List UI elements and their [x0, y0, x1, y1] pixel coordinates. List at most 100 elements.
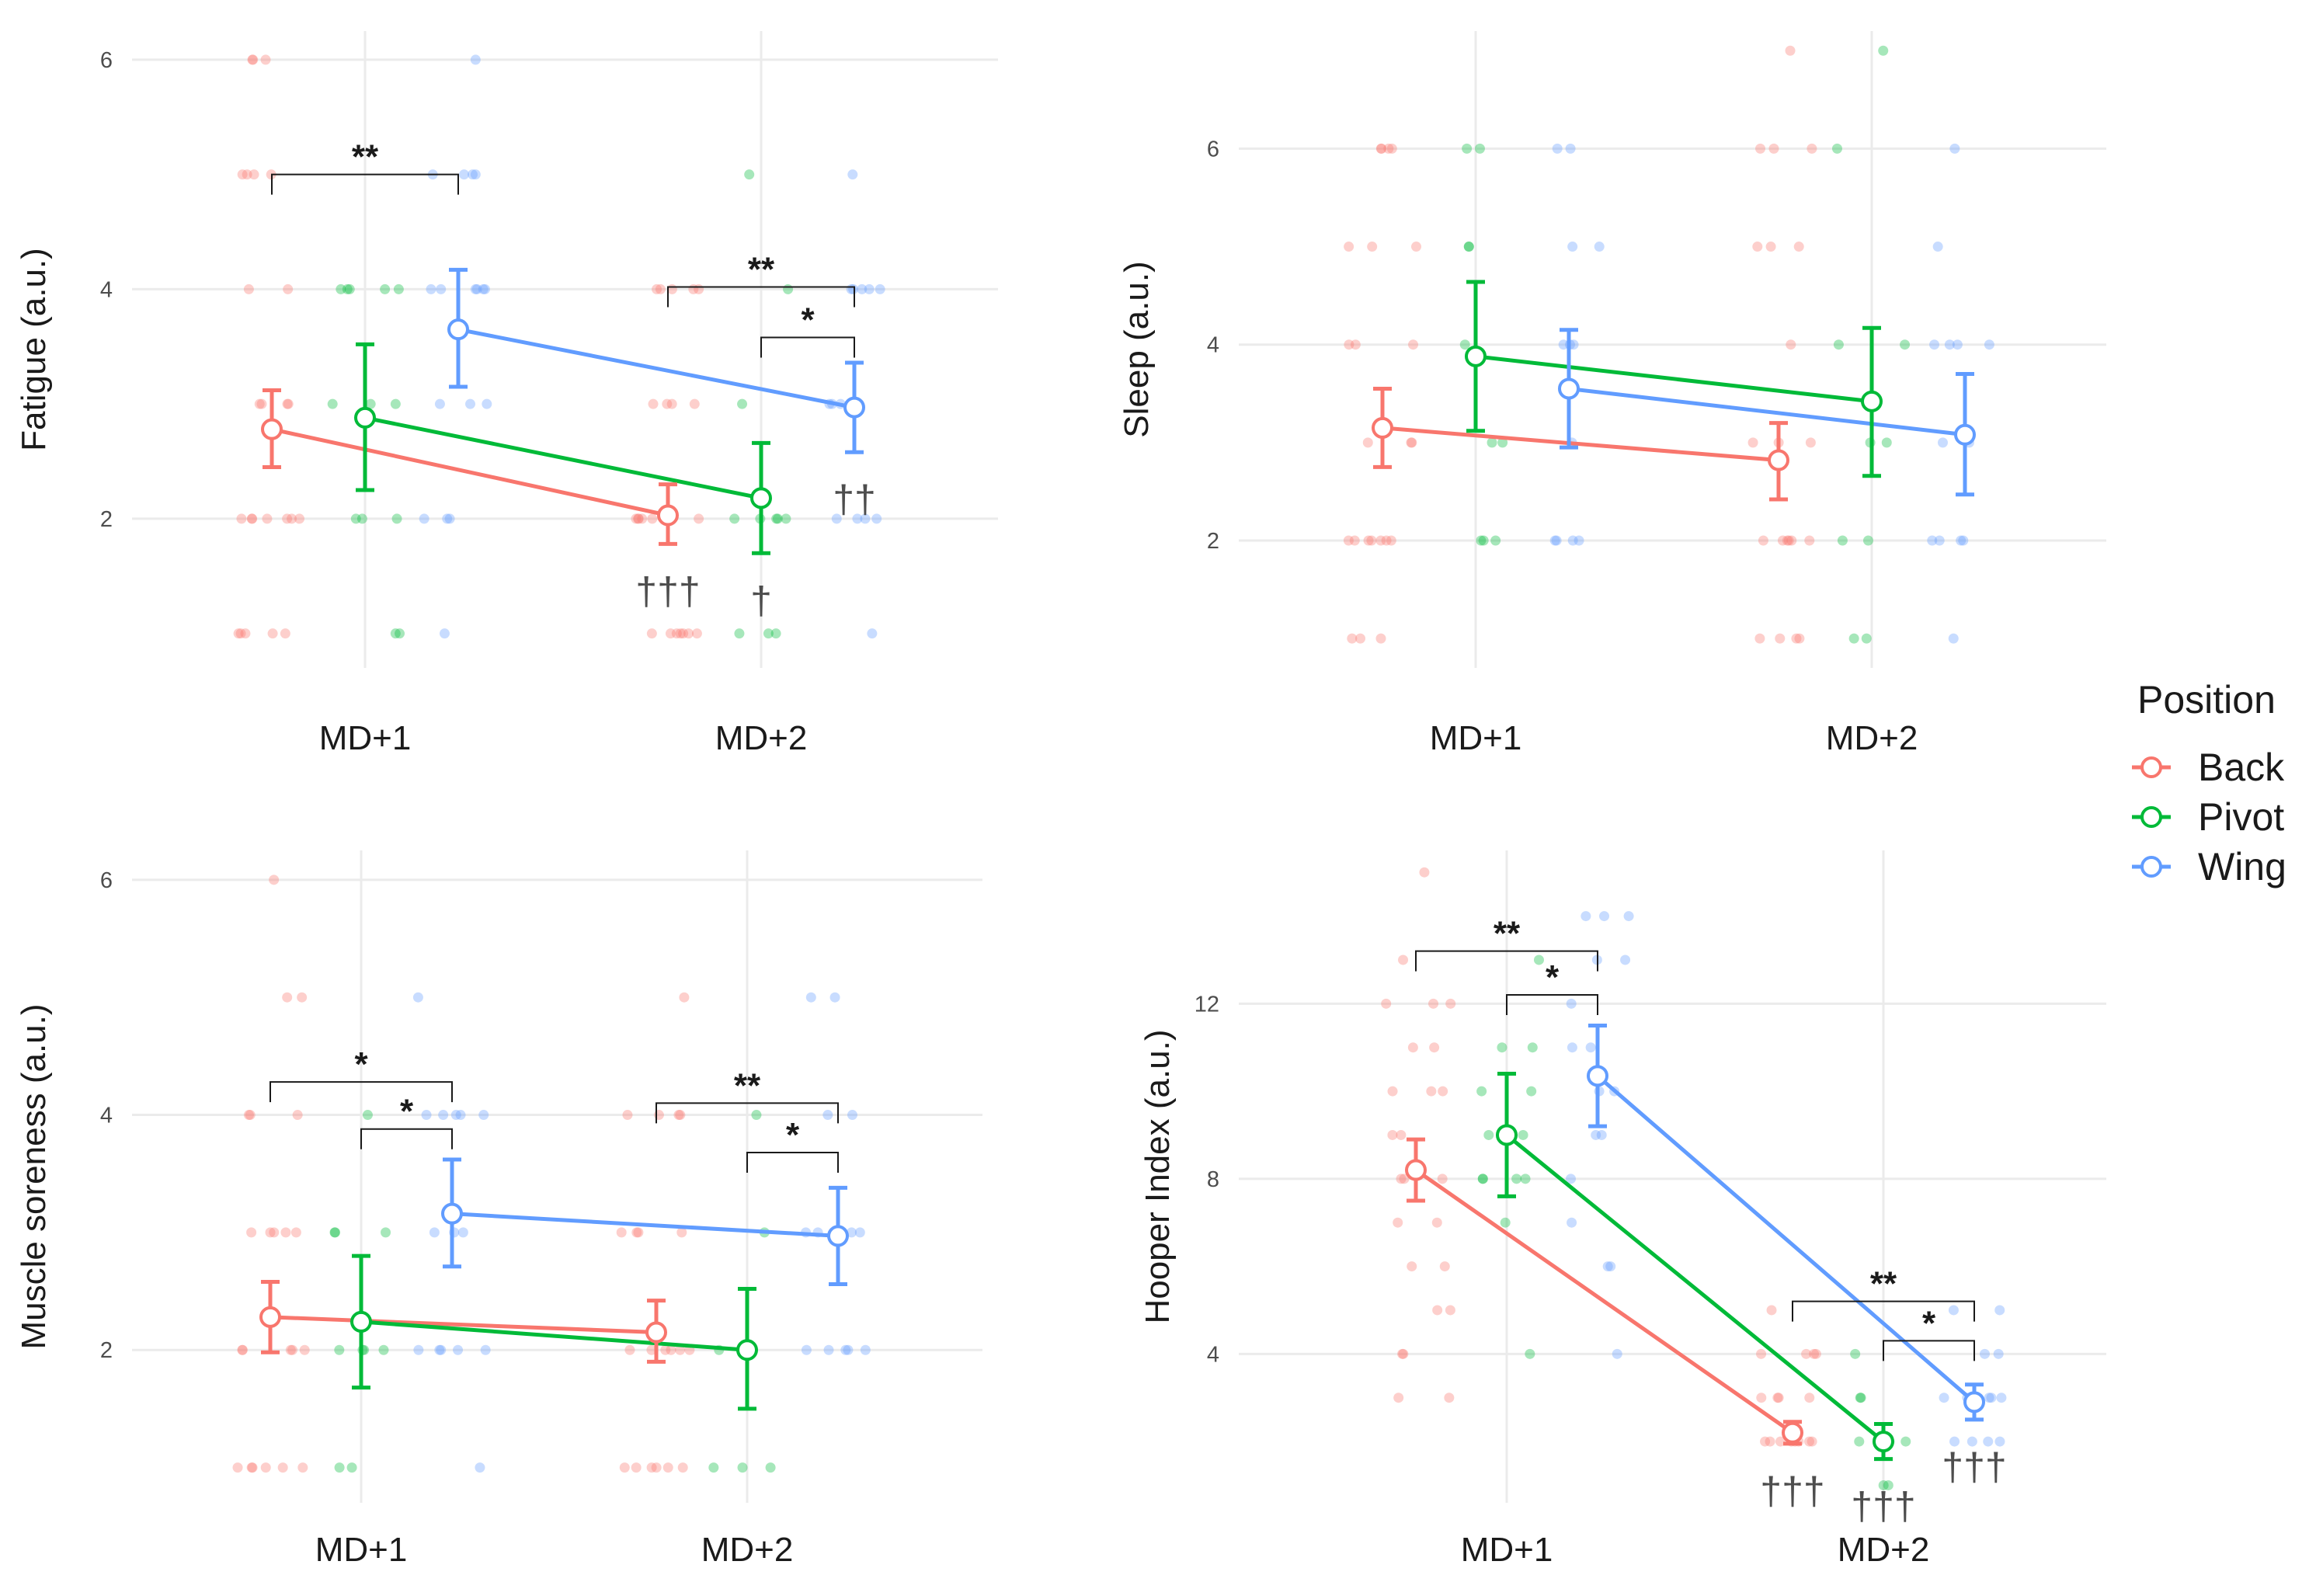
legend-item-wing[interactable]: Wing	[2132, 845, 2286, 888]
raw-data-point	[1861, 633, 1872, 644]
raw-data-point	[1386, 143, 1397, 154]
raw-data-point	[676, 1227, 687, 1238]
mean-point-pivot[interactable]	[736, 1339, 758, 1361]
significance-bracket	[270, 1081, 453, 1103]
mean-point-back[interactable]	[259, 1306, 281, 1328]
mean-point-back[interactable]	[1372, 416, 1393, 439]
raw-data-point	[413, 1344, 424, 1355]
raw-data-point	[1810, 1348, 1821, 1359]
raw-data-point	[1438, 1086, 1448, 1097]
mean-point-pivot[interactable]	[750, 487, 772, 509]
mean-point-pivot[interactable]	[1861, 390, 1883, 412]
mean-point-back[interactable]	[1768, 449, 1789, 471]
raw-data-point	[1526, 1086, 1537, 1097]
raw-data-point	[479, 283, 490, 294]
raw-data-point	[1478, 535, 1489, 546]
raw-data-point	[1386, 535, 1396, 546]
mean-point-pivot[interactable]	[350, 1310, 372, 1333]
significance-label: **	[352, 138, 379, 176]
raw-data-point	[1393, 1217, 1403, 1228]
dagger-label: ††	[833, 478, 876, 521]
raw-data-point	[1837, 535, 1848, 546]
significance-label: **	[1870, 1265, 1897, 1303]
raw-data-point	[283, 398, 294, 409]
raw-data-point	[1463, 242, 1474, 252]
mean-point-wing[interactable]	[1587, 1065, 1608, 1087]
mean-point-wing[interactable]	[1963, 1391, 1985, 1413]
raw-data-point	[329, 1227, 340, 1238]
mean-point-wing[interactable]	[1954, 423, 1976, 446]
raw-data-point	[1756, 1348, 1767, 1359]
y-tick-label: 2	[100, 507, 113, 532]
mean-point-pivot[interactable]	[1465, 345, 1487, 367]
raw-data-point	[1477, 1174, 1488, 1184]
mean-point-wing[interactable]	[447, 318, 469, 341]
raw-data-point	[285, 1344, 296, 1355]
raw-data-point	[843, 1344, 854, 1355]
series-line-back	[270, 1315, 657, 1335]
raw-data-point	[1979, 1348, 1990, 1359]
legend-label-pivot: Pivot	[2198, 795, 2284, 839]
raw-data-point	[248, 54, 259, 65]
mean-point-wing[interactable]	[441, 1202, 463, 1225]
raw-data-point	[283, 283, 294, 294]
raw-data-point	[1804, 1393, 1815, 1403]
raw-data-point	[1419, 867, 1430, 878]
raw-data-point	[267, 628, 278, 639]
raw-data-point	[765, 1462, 776, 1473]
raw-data-point	[262, 513, 273, 524]
raw-data-point	[1878, 45, 1889, 56]
significance-label: *	[801, 301, 815, 339]
raw-data-point	[1878, 1480, 1889, 1490]
raw-data-point	[1594, 242, 1605, 252]
legend: Position Back Pivot Wing	[2132, 678, 2286, 888]
mean-point-back[interactable]	[645, 1321, 667, 1344]
mean-point-back[interactable]	[1782, 1421, 1803, 1444]
raw-data-point	[852, 513, 863, 524]
raw-data-point	[1805, 437, 1816, 448]
raw-data-point	[846, 1227, 857, 1238]
raw-data-point	[694, 283, 704, 294]
mean-point-back[interactable]	[261, 418, 283, 440]
raw-data-point	[350, 513, 361, 524]
mean-point-back[interactable]	[657, 504, 679, 527]
raw-data-point	[434, 1344, 445, 1355]
mean-point-wing[interactable]	[843, 396, 865, 419]
raw-data-point	[1396, 1129, 1407, 1140]
raw-data-point	[1362, 437, 1373, 448]
legend-item-pivot[interactable]: Pivot	[2132, 795, 2284, 839]
raw-data-point	[436, 283, 447, 294]
raw-data-point	[1984, 339, 1994, 350]
raw-data-point	[1367, 242, 1378, 252]
raw-data-point	[482, 398, 492, 409]
mean-point-pivot[interactable]	[354, 406, 376, 429]
mean-point-wing[interactable]	[1558, 377, 1580, 400]
raw-data-point	[236, 513, 247, 524]
raw-data-point	[1768, 143, 1779, 154]
raw-data-point	[1375, 535, 1386, 546]
raw-data-point	[751, 1110, 762, 1121]
y-tick-label: 2	[100, 1338, 113, 1363]
raw-data-point	[356, 513, 367, 524]
raw-data-point	[243, 283, 254, 294]
raw-data-point	[708, 1462, 719, 1473]
raw-data-point	[631, 513, 642, 524]
legend-item-back[interactable]: Back	[2132, 746, 2285, 789]
raw-data-point	[1809, 1348, 1820, 1359]
mean-point-pivot[interactable]	[1496, 1124, 1518, 1146]
mean-point-back[interactable]	[1405, 1159, 1427, 1181]
raw-data-point	[380, 283, 391, 294]
raw-data-point	[1804, 535, 1815, 546]
x-tick-label: MD+1	[315, 1531, 408, 1569]
mean-point-wing[interactable]	[827, 1225, 849, 1247]
raw-data-point	[1567, 1217, 1577, 1228]
raw-data-point	[1591, 1129, 1601, 1140]
raw-data-point	[390, 398, 401, 409]
x-tick-label: MD+1	[1461, 1531, 1553, 1569]
raw-data-point	[1807, 1436, 1817, 1447]
significance-bracket	[360, 1128, 453, 1149]
significance-label: **	[734, 1066, 761, 1104]
raw-data-point	[265, 1227, 276, 1238]
mean-point-pivot[interactable]	[1873, 1431, 1894, 1453]
